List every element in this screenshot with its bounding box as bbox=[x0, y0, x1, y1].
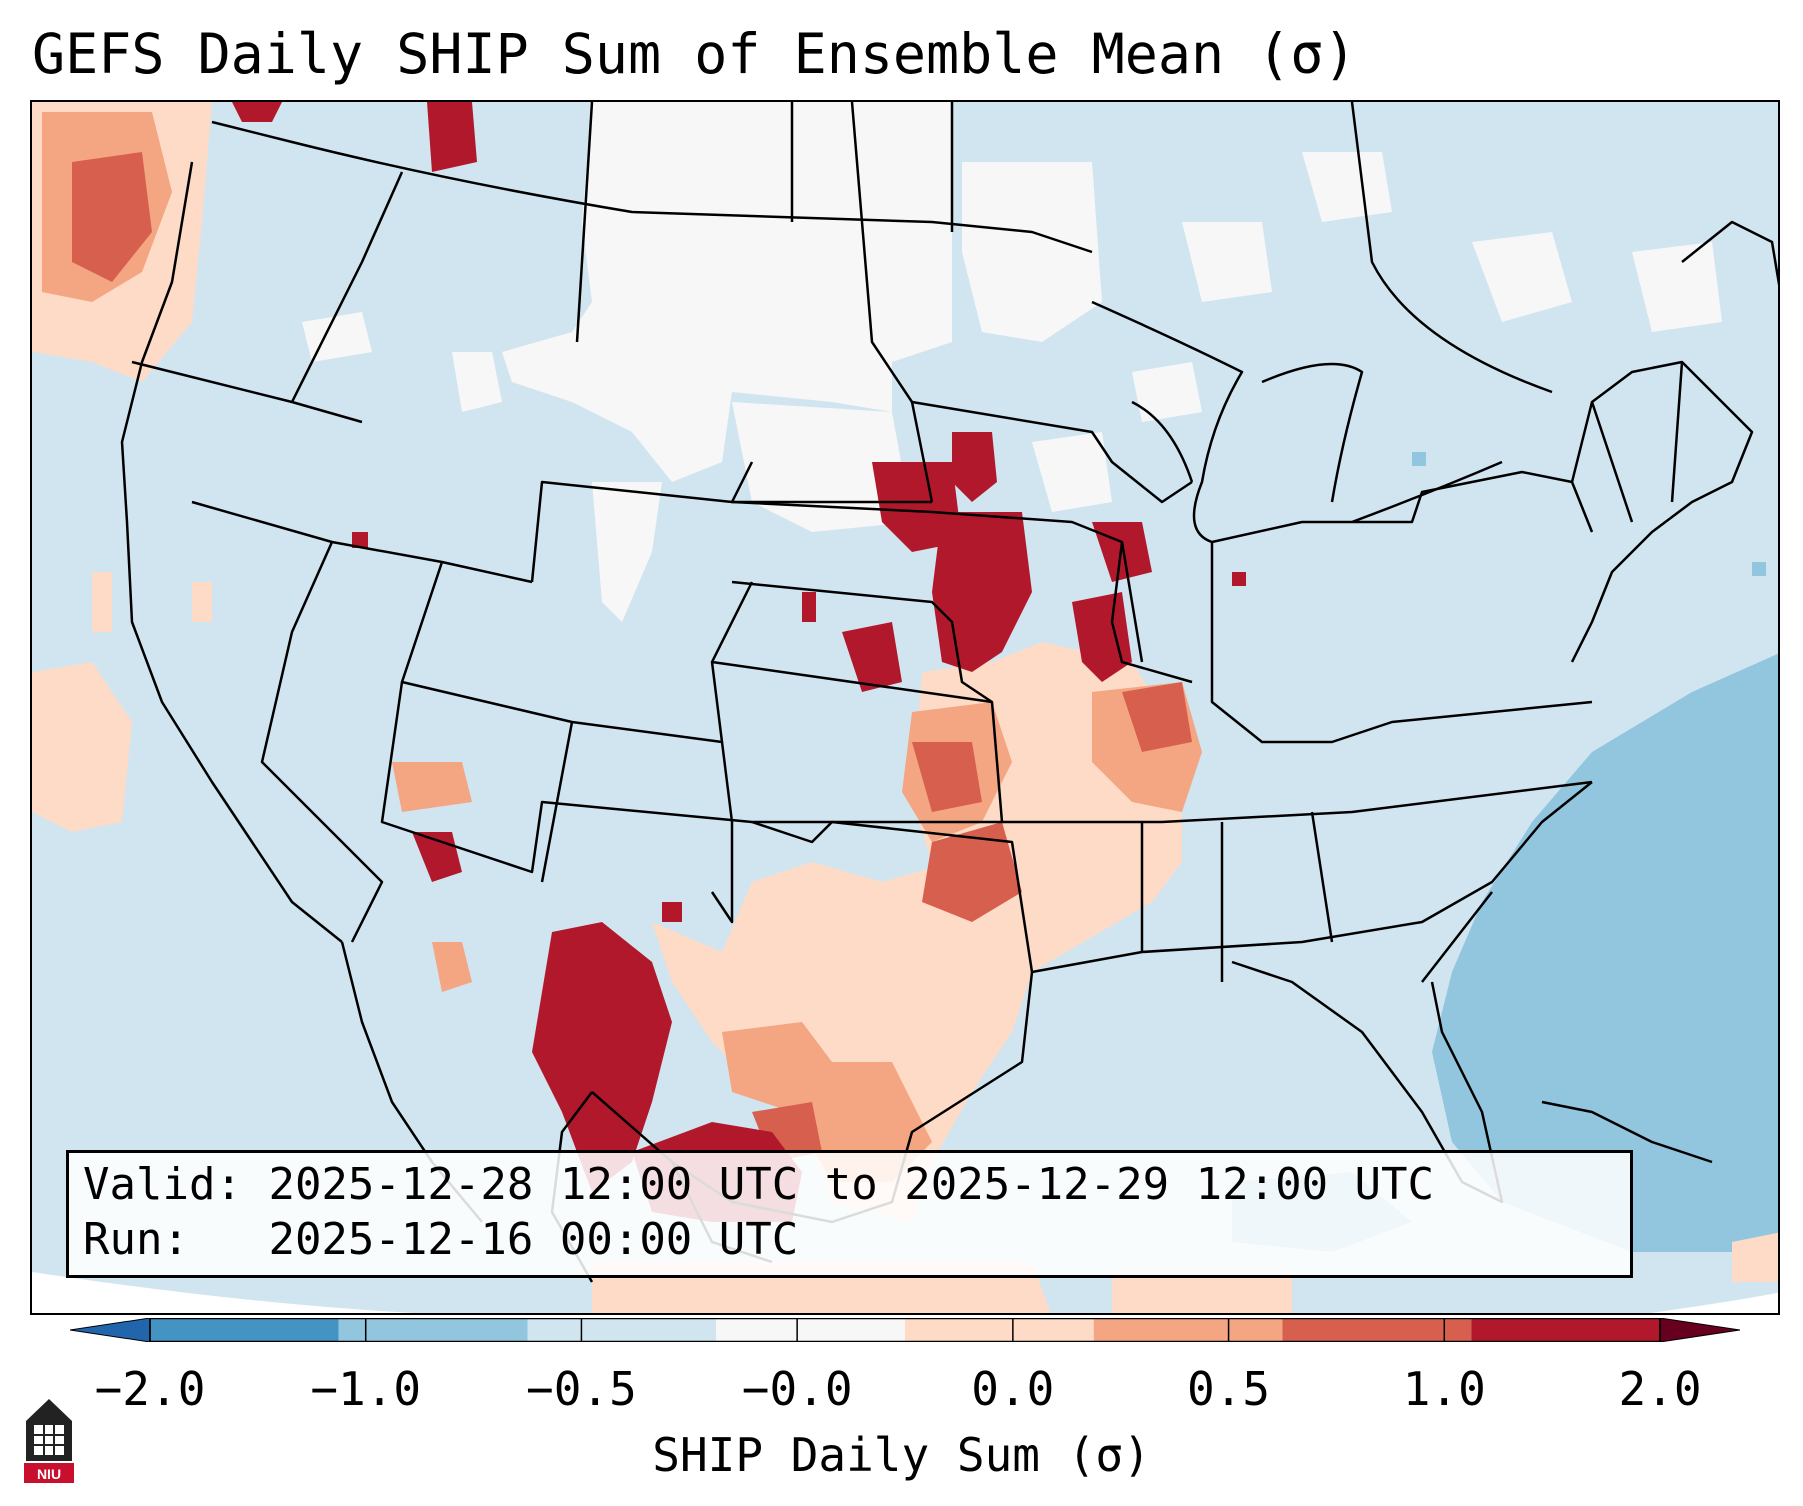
colorbar-segment bbox=[1093, 1318, 1283, 1342]
valid-label: Valid: bbox=[83, 1159, 242, 1210]
colorbar-tick-label: −1.0 bbox=[310, 1362, 422, 1416]
colorbar-segment bbox=[1471, 1318, 1660, 1342]
valid-value: 2025-12-28 12:00 UTC to 2025-12-29 12:00… bbox=[268, 1159, 1435, 1210]
colorbar-segment bbox=[527, 1318, 717, 1342]
colorbar-tick-label: −0.5 bbox=[526, 1362, 637, 1416]
projection-edge-right bbox=[1650, 1292, 1778, 1313]
map-svg bbox=[32, 102, 1778, 1313]
map-panel bbox=[30, 100, 1780, 1315]
colorbar-tick-label: 2.0 bbox=[1618, 1362, 1702, 1416]
logo-text: NIU bbox=[37, 1466, 61, 1482]
colorbar-label: SHIP Daily Sum (σ) bbox=[652, 1428, 1151, 1482]
colorbar-under-arrow bbox=[70, 1318, 151, 1342]
colorbar-tick-label: −2.0 bbox=[94, 1362, 206, 1416]
colorbar-tick-label: 0.5 bbox=[1187, 1362, 1271, 1416]
colorbar-tick-label: −0.0 bbox=[741, 1362, 853, 1416]
chart-title: GEFS Daily SHIP Sum of Ensemble Mean (σ) bbox=[32, 22, 1357, 86]
colorbar-tick-label: 1.0 bbox=[1402, 1362, 1486, 1416]
colorbar-over-arrow bbox=[1659, 1318, 1740, 1342]
colorbar-tick-label: 0.0 bbox=[971, 1362, 1055, 1416]
colorbar-segment bbox=[338, 1318, 528, 1342]
run-label: Run: bbox=[83, 1214, 189, 1265]
run-value: 2025-12-16 00:00 UTC bbox=[268, 1214, 799, 1265]
positive-anomaly-strong bbox=[72, 152, 1192, 1162]
near-zero-regions bbox=[302, 102, 1722, 622]
colorbar-segment bbox=[1282, 1318, 1472, 1342]
validity-info-box: Valid: 2025-12-28 12:00 UTC to 2025-12-2… bbox=[66, 1150, 1633, 1278]
colorbar-segment bbox=[905, 1318, 1094, 1342]
colorbar bbox=[70, 1318, 1740, 1342]
projection-edge-left bbox=[32, 1272, 414, 1313]
colorbar-segment bbox=[716, 1318, 905, 1342]
niu-logo-icon: NIU bbox=[24, 1399, 74, 1483]
colorbar-segment bbox=[150, 1318, 339, 1342]
